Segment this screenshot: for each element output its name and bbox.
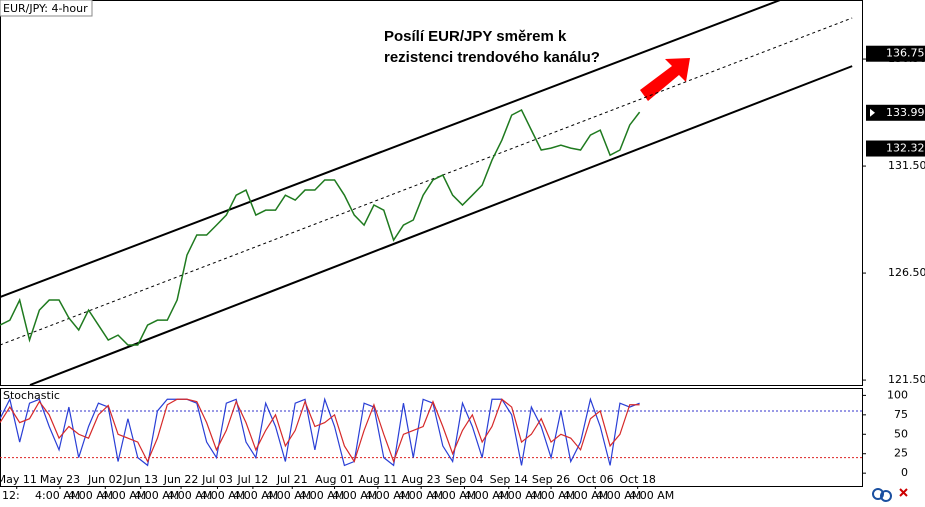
time-label: 4:00 AM — [35, 489, 80, 502]
channel-line — [0, 17, 853, 346]
y-tick-label: 121.50 — [888, 373, 925, 386]
time-label: 4:00 AM — [200, 489, 245, 502]
price-label: 133.99 — [886, 106, 925, 119]
time-label: 4:00 AM — [134, 489, 179, 502]
x-tick-label: Sep 04 — [445, 473, 483, 486]
channel-line — [29, 65, 853, 386]
channel-line — [0, 0, 781, 298]
price-line — [0, 108, 641, 346]
y-tick-label: 75 — [894, 408, 908, 421]
time-label: 4:00 AM — [464, 489, 509, 502]
y-tick-label: 0 — [901, 466, 908, 479]
y-tick-label: 100 — [887, 388, 908, 401]
x-tick-label: Jul 03 — [201, 473, 233, 486]
y-tick-label: 50 — [894, 427, 908, 440]
x-tick-label: Jun 02 — [87, 473, 123, 486]
time-label: 12: — [2, 489, 20, 502]
icons — [872, 488, 908, 502]
x-tick-label: Jun 13 — [122, 473, 158, 486]
time-label: 4:00 AM — [629, 489, 674, 502]
chart-title: EUR/JPY: 4-hour — [3, 2, 88, 15]
x-tick-label: May 11 — [0, 473, 37, 486]
time-label: 4:00 AM — [233, 489, 278, 502]
x-tick-label: Jul 21 — [276, 473, 308, 486]
title-box — [0, 0, 93, 17]
indicator-title: Stochastic — [3, 389, 60, 402]
arrow — [640, 58, 690, 101]
time-label: 4:00 AM — [332, 489, 377, 502]
indicator-line — [0, 398, 640, 464]
price-panel — [0, 0, 863, 386]
price-label-box — [866, 45, 925, 62]
price-label-box — [866, 104, 925, 121]
time-label: 4:00 AM — [398, 489, 443, 502]
x-tick-label: Jun 22 — [163, 473, 199, 486]
time-label: 4:00 AM — [266, 489, 311, 502]
indicator-panel — [0, 388, 863, 487]
time-label: 4:00 AM — [530, 489, 575, 502]
x-tick-label: Oct 18 — [619, 473, 656, 486]
annotation: Posílí EUR/JPY směrem k — [384, 28, 567, 45]
x-tick-label: May 23 — [40, 473, 80, 486]
indicator-line — [0, 397, 640, 467]
x-tick-label: Aug 11 — [358, 473, 397, 486]
y-tick-label: 126.50 — [888, 266, 925, 279]
time-label: 4:00 AM — [365, 489, 410, 502]
time-label: 4:00 AM — [596, 489, 641, 502]
price-label: 132.32 — [886, 142, 925, 155]
price-marker — [870, 108, 875, 117]
price-label-box — [866, 140, 925, 157]
x-tick-label: Oct 06 — [577, 473, 614, 486]
x-tick-label: Aug 01 — [315, 473, 354, 486]
time-label: 4:00 AM — [68, 489, 113, 502]
annotation: rezistenci trendového kanálu? — [384, 49, 600, 66]
x-tick-label: Jul 12 — [237, 473, 269, 486]
time-label: 4:00 AM — [299, 489, 344, 502]
x-tick-label: Aug 23 — [402, 473, 441, 486]
x-tick-label: Sep 26 — [532, 473, 570, 486]
y-tick-label: 131.50 — [888, 159, 925, 172]
time-label: 4:00 AM — [167, 489, 212, 502]
time-label: 4:00 AM — [101, 489, 146, 502]
time-label: 4:00 AM — [431, 489, 476, 502]
x-tick-label: Sep 14 — [490, 473, 528, 486]
y-tick-label: 25 — [894, 447, 908, 460]
price-label: 136.75 — [886, 47, 925, 60]
time-label: 4:00 AM — [497, 489, 542, 502]
time-label: 4:00 AM — [563, 489, 608, 502]
